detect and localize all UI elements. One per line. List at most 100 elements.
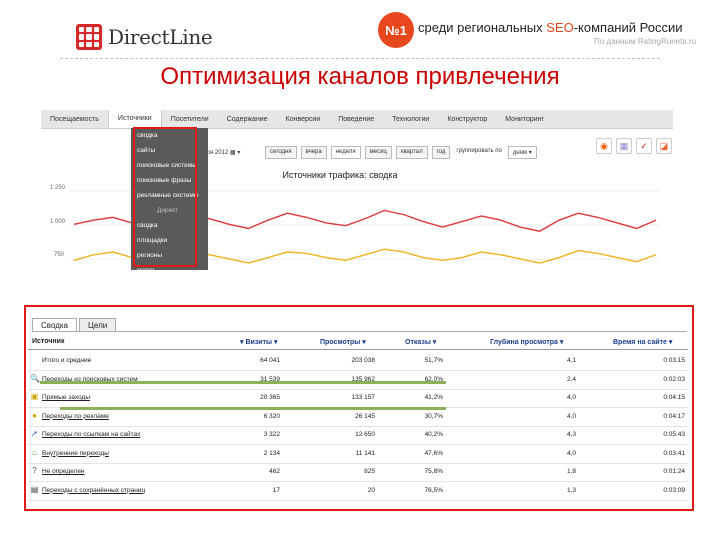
row-views: 133 157	[351, 394, 376, 401]
row-time: 0:04:15	[663, 394, 685, 401]
row-depth: 4,0	[566, 449, 576, 457]
table-row[interactable]: Итого и средние 64 041 203 038 51,7% 4,1 0:03…	[28, 352, 688, 371]
period-button[interactable]: квартал	[395, 146, 428, 159]
row-views: 203 038	[351, 357, 376, 364]
row-source-label[interactable]: Переходы из поисковых систем	[42, 375, 138, 383]
date-label: ября 2012	[200, 150, 229, 156]
row-bounce: 75,8%	[424, 468, 443, 475]
dropdown-item[interactable]: Директ	[157, 207, 179, 214]
dropdown-item[interactable]: сводка	[137, 222, 158, 229]
dropdown-item[interactable]: сводка	[137, 132, 158, 139]
period-button[interactable]: год	[431, 146, 451, 159]
dropdown-item[interactable]: поисковые фразы	[137, 177, 192, 184]
col-header-depth[interactable]: Глубина просмотра ▾	[490, 339, 564, 346]
ad-icon: ●	[32, 410, 37, 420]
row-time: 0:03:41	[663, 449, 685, 457]
header-divider	[60, 58, 660, 59]
row-bounce: 30,7%	[424, 412, 443, 420]
period-toolbar: сегодня вчера неделя месяц квартал год группир…	[265, 146, 537, 159]
row-time: 0:04:17	[663, 412, 685, 420]
col-header-source: Источник	[32, 338, 65, 345]
col-header-time[interactable]: Время на сайте ▾	[613, 339, 673, 346]
nav-tab[interactable]: Мониторинг	[505, 115, 545, 123]
table-row[interactable]: 🔍 Переходы из поисковых систем 31 539 135 9…	[28, 371, 688, 390]
row-bounce: 51,7%	[424, 357, 443, 364]
source-note: По данным RatingRuneta.ru	[594, 37, 697, 46]
col-header-bounce[interactable]: Отказы ▾	[405, 339, 437, 346]
table-row[interactable]: ⌂ Внутренние переходы 2 134 11 141 47,6% 4,0 0…	[28, 445, 688, 464]
highlight-frame	[133, 127, 197, 267]
undefined-icon: ?	[32, 466, 37, 475]
period-button[interactable]: неделя	[330, 146, 361, 159]
group-select[interactable]: дням ▾	[507, 146, 537, 159]
row-visits: 20 365	[260, 394, 280, 401]
tab-divider	[32, 331, 687, 332]
table-tab[interactable]: Сводка	[32, 318, 78, 332]
row-visits: 6 320	[263, 412, 280, 420]
y-tick-label: 750	[54, 252, 65, 258]
period-button[interactable]: сегодня	[265, 146, 297, 159]
row-depth: 4,0	[566, 412, 576, 420]
nav-tab[interactable]: Конструктор	[447, 115, 488, 123]
nav-tab[interactable]: Источники	[107, 110, 162, 128]
firefox-icon[interactable]: ◉	[596, 138, 612, 154]
dropdown-item[interactable]: рекламные системы	[137, 192, 199, 199]
row-depth: 4,0	[566, 394, 576, 401]
period-button[interactable]: вчера	[300, 146, 327, 159]
y-tick-label: 1 000	[50, 219, 66, 225]
pie-chart-icon[interactable]: ◪	[656, 138, 672, 154]
col-header-views[interactable]: Просмотры ▾	[320, 339, 366, 346]
logo-text: DirectLine	[108, 25, 213, 49]
row-depth: 4,1	[566, 357, 576, 364]
metrika-nav: Посещаемость Источники Посетители Содержани…	[41, 110, 673, 129]
row-source-label[interactable]: Внутренние переходы	[42, 449, 109, 457]
table-row[interactable]: ● Переходы по рекламе 6 320 26 145 30,7% 4,0 0…	[28, 408, 688, 427]
row-source-label[interactable]: Прямые заходы	[42, 394, 91, 401]
row-depth: 4,3	[566, 431, 576, 438]
table-row[interactable]: ? Не определен 462 825 75,8% 1,8 0:01:24	[28, 463, 688, 482]
row-time: 0:03:15	[663, 357, 685, 364]
row-bounce: 41,2%	[424, 394, 443, 401]
home-icon: ⌂	[32, 447, 37, 457]
direct-entry-icon: ▣	[30, 392, 39, 401]
nav-tab[interactable]: Поведение	[338, 115, 375, 123]
date-selector[interactable]: ября 2012 ▦ ▾	[200, 149, 240, 156]
table-row[interactable]: ▤ Переходы с сохранённых страниц 17 20 76,5%…	[28, 482, 688, 501]
group-select-value: дням	[512, 150, 528, 156]
row-bounce: 40,2%	[424, 431, 443, 438]
tagline-suffix: -компаний России	[573, 20, 683, 35]
link-icon: ➚	[31, 429, 38, 438]
area-chart-icon[interactable]: ▦	[616, 138, 632, 154]
row-source-label[interactable]: Переходы с сохранённых страниц	[42, 486, 146, 494]
nav-tab[interactable]: Содержание	[226, 115, 268, 123]
row-source-label: Итого и средние	[42, 357, 92, 364]
chart-title: Источники трафика: сводка	[282, 170, 398, 180]
table-row[interactable]: ➚ Переходы по ссылкам на сайтах 3 322 12 65…	[28, 426, 688, 445]
row-time: 0:05:43	[663, 431, 685, 438]
header-divider	[28, 349, 688, 350]
highlight-underline	[40, 381, 446, 384]
tagline-emphasis: SEO	[546, 20, 574, 35]
nav-tab[interactable]: Посетители	[170, 115, 209, 123]
line-chart-icon[interactable]: ✓	[636, 138, 652, 154]
dropdown-item[interactable]: сайты	[137, 147, 156, 154]
col-header-visits[interactable]: ▾ Визиты ▾	[240, 339, 278, 346]
row-source-label[interactable]: Переходы по ссылкам на сайтах	[42, 431, 141, 438]
row-source-label[interactable]: Не определен	[42, 468, 85, 475]
nav-tab[interactable]: Технологии	[392, 115, 430, 123]
dropdown-item[interactable]: регионы	[137, 252, 163, 259]
page-title: Оптимизация каналов привлечения	[160, 63, 560, 90]
row-source-label[interactable]: Переходы по рекламе	[42, 412, 109, 420]
row-depth: 1,3	[566, 486, 576, 494]
dropdown-item[interactable]: метки	[137, 267, 155, 274]
table-tab[interactable]: Цели	[79, 318, 117, 332]
row-time: 0:03:09	[663, 486, 685, 494]
nav-tab[interactable]: Конверсии	[285, 115, 321, 123]
row-visits: 3 322	[263, 431, 280, 438]
nav-tab[interactable]: Посещаемость	[50, 115, 99, 123]
y-tick-label: 1 250	[50, 185, 66, 191]
row-time: 0:02:03	[663, 375, 685, 383]
dropdown-item[interactable]: площадки	[137, 237, 168, 244]
dropdown-item[interactable]: поисковые системы	[137, 162, 197, 169]
period-button[interactable]: месяц	[364, 146, 392, 159]
